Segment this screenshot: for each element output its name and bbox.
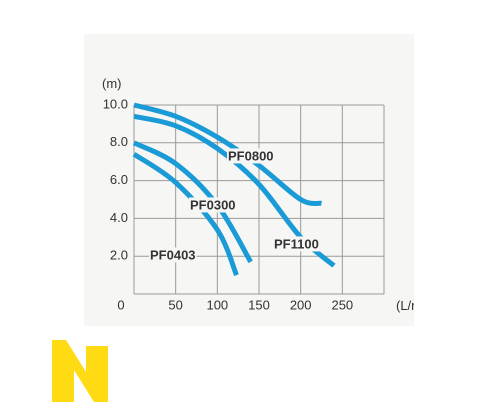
y-axis-unit: (m) xyxy=(102,76,122,91)
series-label-pf0300: PF0300 xyxy=(190,197,236,212)
series-labels: PF0800 PF1100 PF0300 PF0403 xyxy=(149,148,320,263)
x-tick-label: 250 xyxy=(331,297,353,312)
x-tick-label: 0 xyxy=(117,297,124,312)
x-tick-label: 150 xyxy=(248,297,270,312)
series-label-background xyxy=(273,236,320,252)
y-tick-label: 4.0 xyxy=(110,210,128,225)
x-axis-unit: (L/min) xyxy=(396,298,414,313)
x-tick-label: 50 xyxy=(168,297,182,312)
y-tick-label: 2.0 xyxy=(110,248,128,263)
grid xyxy=(133,104,385,295)
series-label-background xyxy=(189,197,237,213)
series-label-pf0800: PF0800 xyxy=(228,148,274,163)
series-label-background xyxy=(149,247,197,263)
tick-labels: 0 50 100 150 200 250 2.0 4.0 6.0 8.0 10.0 xyxy=(103,96,353,312)
x-tick-label: 100 xyxy=(206,297,228,312)
series-label-pf0403: PF0403 xyxy=(150,247,196,262)
series-line-pf0300 xyxy=(132,140,253,264)
chart-panel: 0 50 100 150 200 250 2.0 4.0 6.0 8.0 10.0 (m) (L/m… xyxy=(84,34,414,326)
y-tick-label: 8.0 xyxy=(110,134,128,149)
brand-logo xyxy=(52,340,108,402)
y-tick-label: 6.0 xyxy=(110,172,128,187)
line-chart: 0 50 100 150 200 250 2.0 4.0 6.0 8.0 10.0 (m) (L/m… xyxy=(102,76,414,313)
x-tick-label: 200 xyxy=(290,297,312,312)
series-label-pf1100: PF1100 xyxy=(274,236,319,251)
y-tick-label: 10.0 xyxy=(103,96,128,111)
series-label-background xyxy=(227,148,275,164)
